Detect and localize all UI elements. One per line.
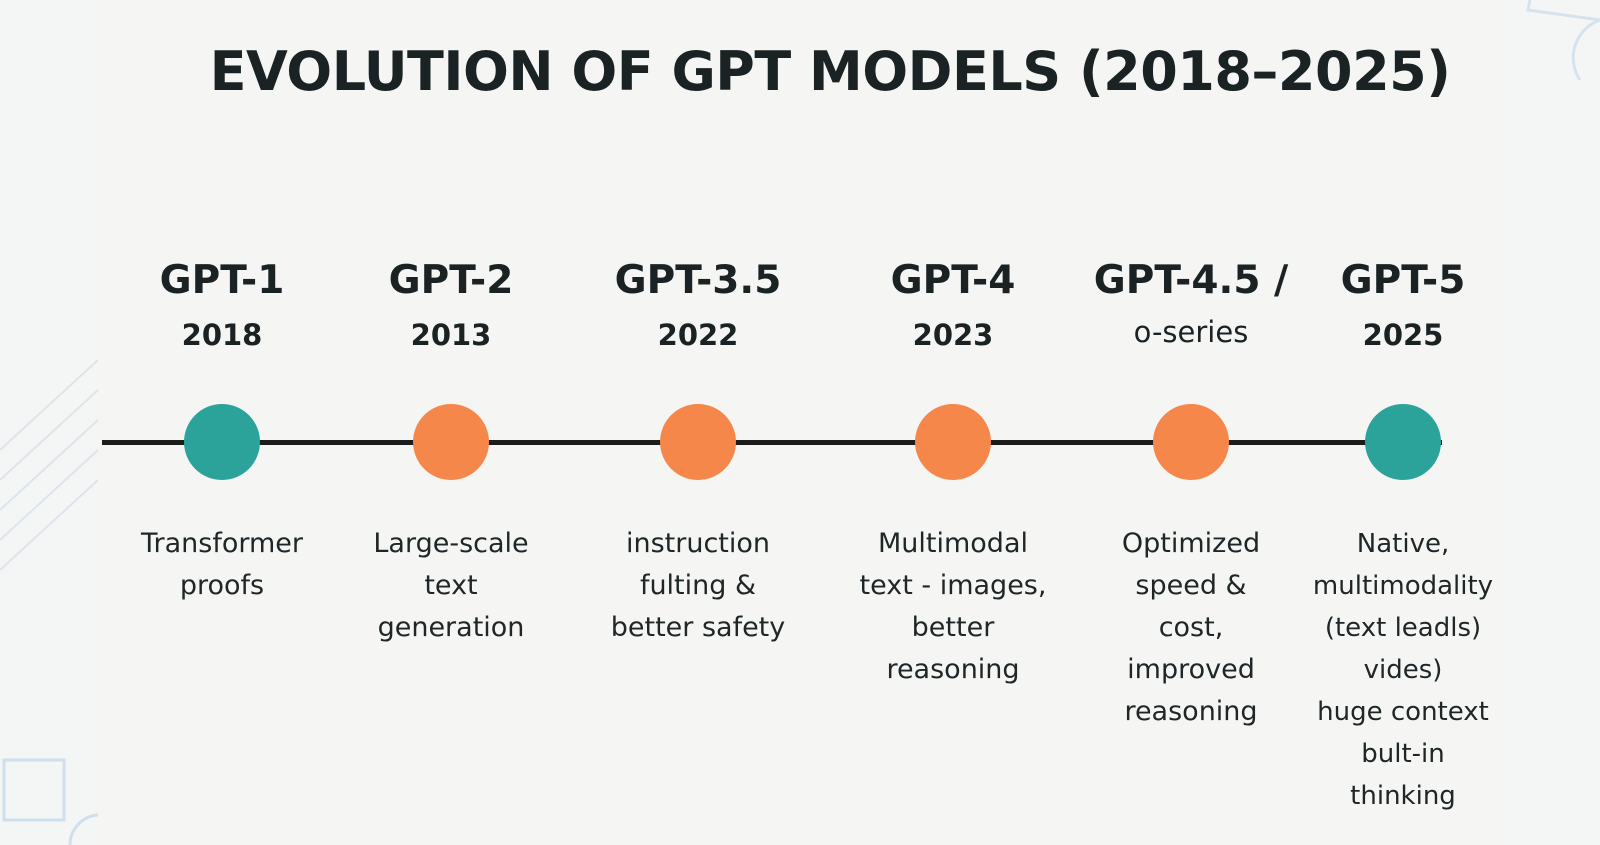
- page-title: EVOLUTION OF GPT MODELS (2018–2025): [209, 40, 1451, 103]
- milestone-year: 2025: [1362, 318, 1444, 352]
- milestone-description: instruction fulting & better safety: [610, 528, 786, 643]
- milestone-dot: [184, 404, 260, 480]
- milestone-year: 2023: [912, 318, 994, 352]
- milestone-description: Multimodal text - images, better reasoni…: [859, 528, 1047, 685]
- milestone-year: 2013: [410, 318, 492, 352]
- slide-panel: [98, 0, 1502, 845]
- timeline-line: [102, 440, 1442, 445]
- milestone-description: Large-scale text generation: [373, 528, 529, 643]
- milestone-dot: [413, 404, 489, 480]
- milestone-name: GPT-4.5 /: [1093, 258, 1289, 303]
- milestone-name: GPT-4: [890, 258, 1016, 303]
- milestone-year: 2018: [181, 318, 263, 352]
- milestone-name: GPT-2: [388, 258, 514, 303]
- milestone-dot: [1153, 404, 1229, 480]
- milestone-name: GPT-3.5: [614, 258, 782, 303]
- milestone-year: 2022: [657, 318, 739, 352]
- milestone-name: GPT-1: [159, 258, 285, 303]
- milestone-description: Transformer proofs: [140, 528, 303, 601]
- milestone-name: GPT-5: [1340, 258, 1466, 303]
- milestone-dot: [1365, 404, 1441, 480]
- milestone-year: o-series: [1133, 315, 1249, 349]
- milestone-description: Native, multimodality (text leadls) vide…: [1312, 529, 1494, 811]
- milestone-description: Optimized speed & cost, improved reasoni…: [1121, 528, 1261, 727]
- milestone-dot: [915, 404, 991, 480]
- milestone-dot: [660, 404, 736, 480]
